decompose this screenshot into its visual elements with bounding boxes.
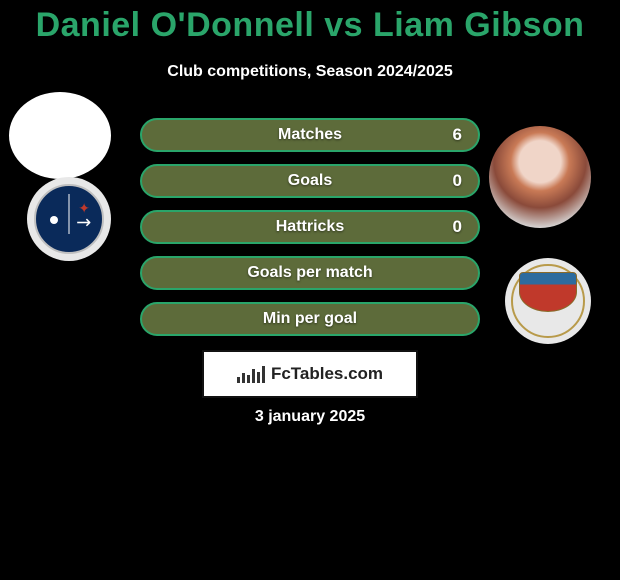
stat-row-goals: Goals 0 (140, 164, 480, 198)
stat-label: Min per goal (263, 310, 357, 328)
stat-value-right: 0 (453, 171, 462, 191)
club-badge-left-shield: ✦ ↗ (34, 184, 104, 254)
stat-value-right: 6 (453, 125, 462, 145)
stats-panel: Matches 6 Goals 0 Hattricks 0 Goals per … (140, 118, 480, 348)
stat-row-hattricks: Hattricks 0 (140, 210, 480, 244)
stat-label: Hattricks (276, 218, 344, 236)
stat-label: Goals per match (247, 264, 372, 282)
subtitle: Club competitions, Season 2024/2025 (0, 63, 620, 81)
arrow-icon: ↗ (71, 210, 97, 236)
player-right-photo (489, 126, 591, 228)
stat-row-goals-per-match: Goals per match (140, 256, 480, 290)
watermark-text: FcTables.com (271, 364, 383, 384)
stat-label: Goals (288, 172, 332, 190)
date-text: 3 january 2025 (0, 408, 620, 426)
ball-icon (50, 216, 58, 224)
page-title: Daniel O'Donnell vs Liam Gibson (0, 0, 620, 45)
bar-chart-icon (237, 366, 265, 383)
club-badge-right-shield (511, 264, 585, 338)
club-badge-left: ✦ ↗ (27, 177, 111, 261)
stat-row-min-per-goal: Min per goal (140, 302, 480, 336)
player-left-photo (9, 92, 111, 179)
stat-label: Matches (278, 126, 342, 144)
stat-value-right: 0 (453, 217, 462, 237)
club-badge-right (505, 258, 591, 344)
watermark: FcTables.com (202, 350, 418, 398)
stat-row-matches: Matches 6 (140, 118, 480, 152)
